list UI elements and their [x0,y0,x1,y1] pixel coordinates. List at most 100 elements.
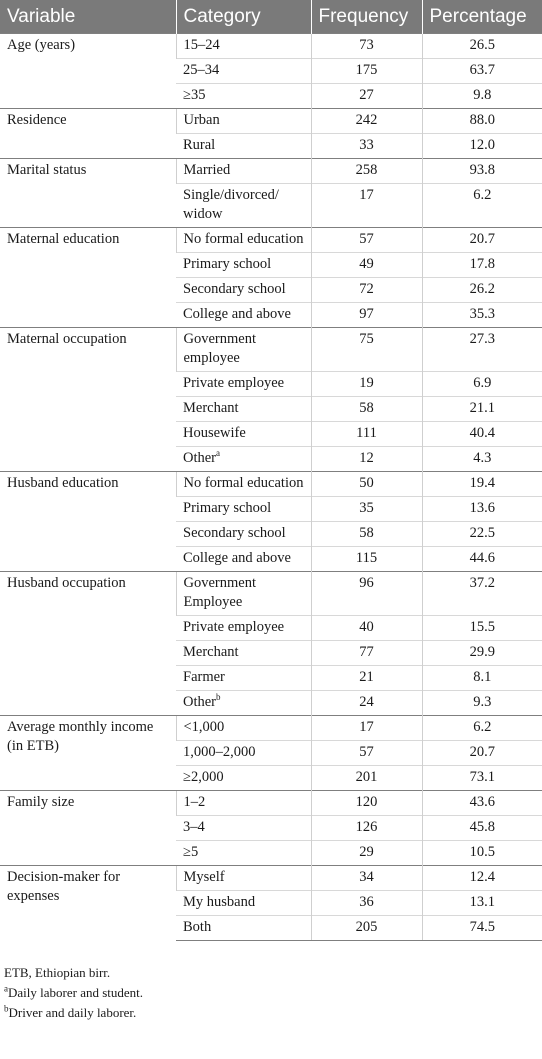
category-cell: Government employee [175,327,311,372]
category-text: College and above [183,306,291,322]
category-text: 25–34 [183,62,220,78]
table-row: Maternal education No formal education 57 2… [0,227,542,328]
frequency-cell: 111 [310,421,422,447]
category-cell: Single/divorced/ widow [176,183,311,228]
category-text: Housewife [183,425,246,441]
category-text: 1,000–2,000 [183,744,256,760]
category-cell: Secondary school [176,277,311,303]
variable-cell: Maternal education [0,227,176,328]
table-row: Private employee 19 6.9 [0,371,542,397]
category-text: Government Employee [183,575,256,610]
category-cell: Government Employee [175,571,311,616]
column-header-category: Category [175,0,311,34]
footnote: ETB, Ethiopian birr. [4,963,538,983]
category-cell: Private employee [176,371,311,397]
table-row: Primary school 49 17.8 [0,252,542,278]
frequency-cell: 57 [310,740,422,766]
category-cell: <1,000 [175,715,311,741]
frequency-cell: 75 [310,327,422,372]
variable-cell: Marital status [0,158,176,228]
frequency-cell: 97 [310,302,422,328]
category-text: Married [183,162,231,178]
category-cell: College and above [176,302,311,328]
category-text: <1,000 [183,719,225,735]
category-text: ≥2,000 [183,769,224,785]
category-cell: 3–4 [176,815,311,841]
table-row: My husband 36 13.1 [0,890,542,916]
category-cell: ≥2,000 [176,765,311,791]
frequency-cell: 126 [310,815,422,841]
percentage-cell: 43.6 [421,790,542,816]
table-row: Husband occupation Government Employee 96 3… [0,571,542,716]
percentage-cell: 20.7 [421,227,542,253]
category-text: Merchant [183,644,239,660]
table-row: Merchant 58 21.1 [0,396,542,422]
frequency-cell: 36 [310,890,422,916]
percentage-cell: 40.4 [421,421,542,447]
table-row: ≥2,000 201 73.1 [0,765,542,791]
footnote: bDriver and daily laborer. [4,1003,538,1023]
percentage-cell: 9.8 [421,83,542,109]
category-text: Merchant [183,400,239,416]
column-header-percentage: Percentage [421,0,542,34]
frequency-cell: 33 [310,133,422,159]
frequency-cell: 96 [310,571,422,616]
frequency-cell: 58 [310,521,422,547]
frequency-cell: 201 [310,765,422,791]
frequency-cell: 242 [310,108,422,134]
footnote-mark: b [216,692,221,703]
percentage-cell: 21.1 [421,396,542,422]
data-table: Variable Category Frequency Percentage A… [0,0,542,941]
percentage-cell: 12.0 [421,133,542,159]
table-row: Family size 1–2 120 43.6 [0,790,542,866]
table-row: 25–34 175 63.7 [0,58,542,84]
frequency-cell: 29 [310,840,422,866]
table-body: Age (years) 15–24 73 26.5 25–34 175 63.7 ≥35 27 9… [0,33,542,941]
category-cell: College and above [176,546,311,572]
category-text: Private employee [183,619,285,635]
frequency-cell: 50 [310,471,422,497]
table-row: Farmer 21 8.1 [0,665,542,691]
frequency-cell: 72 [310,277,422,303]
footnote: aDaily laborer and student. [4,983,538,1003]
category-cell: 15–24 [175,33,311,59]
category-cell: My husband [176,890,311,916]
table-row: Secondary school 58 22.5 [0,521,542,547]
frequency-cell: 115 [310,546,422,572]
category-cell: 25–34 [176,58,311,84]
percentage-cell: 88.0 [421,108,542,134]
category-text: Secondary school [183,525,286,541]
table-row: College and above 115 44.6 [0,546,542,572]
category-text: 1–2 [183,794,206,810]
frequency-cell: 19 [310,371,422,397]
frequency-cell: 58 [310,396,422,422]
category-cell: Primary school [176,496,311,522]
table-row: Both 205 74.5 [0,915,542,941]
frequency-cell: 205 [310,915,422,941]
table-row: 1,000–2,000 57 20.7 [0,740,542,766]
frequency-cell: 120 [310,790,422,816]
percentage-cell: 4.3 [421,446,542,472]
category-text: Rural [183,137,216,153]
percentage-cell: 8.1 [421,665,542,691]
frequency-cell: 175 [310,58,422,84]
category-cell: Merchant [176,640,311,666]
percentage-cell: 35.3 [421,302,542,328]
frequency-cell: 17 [310,183,422,228]
percentage-cell: 44.6 [421,546,542,572]
category-cell: ≥5 [176,840,311,866]
category-cell: Farmer [176,665,311,691]
category-text: Myself [183,869,225,885]
category-text: 15–24 [183,37,220,53]
category-cell: 1,000–2,000 [176,740,311,766]
category-text: 3–4 [183,819,205,835]
table-row: Primary school 35 13.6 [0,496,542,522]
category-cell: Otherb [176,690,311,716]
percentage-cell: 22.5 [421,521,542,547]
category-cell: 1–2 [175,790,311,816]
frequency-cell: 17 [310,715,422,741]
category-cell: Rural [176,133,311,159]
header-row: Variable Category Frequency Percentage [0,0,542,34]
variable-cell: Husband occupation [0,571,176,716]
percentage-cell: 45.8 [421,815,542,841]
